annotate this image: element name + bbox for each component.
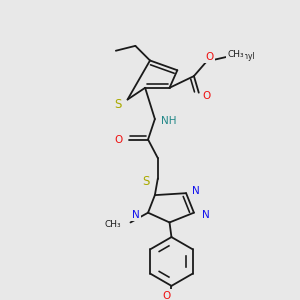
Text: NH: NH bbox=[161, 116, 176, 126]
Text: methyl: methyl bbox=[228, 52, 255, 61]
Text: O: O bbox=[115, 134, 123, 145]
Text: N: N bbox=[202, 210, 209, 220]
Text: O: O bbox=[202, 91, 211, 100]
Text: O: O bbox=[206, 52, 214, 61]
Text: O: O bbox=[163, 291, 171, 300]
Text: S: S bbox=[114, 98, 122, 111]
Text: N: N bbox=[192, 186, 200, 196]
Text: CH₃: CH₃ bbox=[227, 50, 244, 59]
Text: N: N bbox=[133, 210, 140, 220]
Text: CH₃: CH₃ bbox=[104, 220, 121, 229]
Text: S: S bbox=[142, 175, 150, 188]
